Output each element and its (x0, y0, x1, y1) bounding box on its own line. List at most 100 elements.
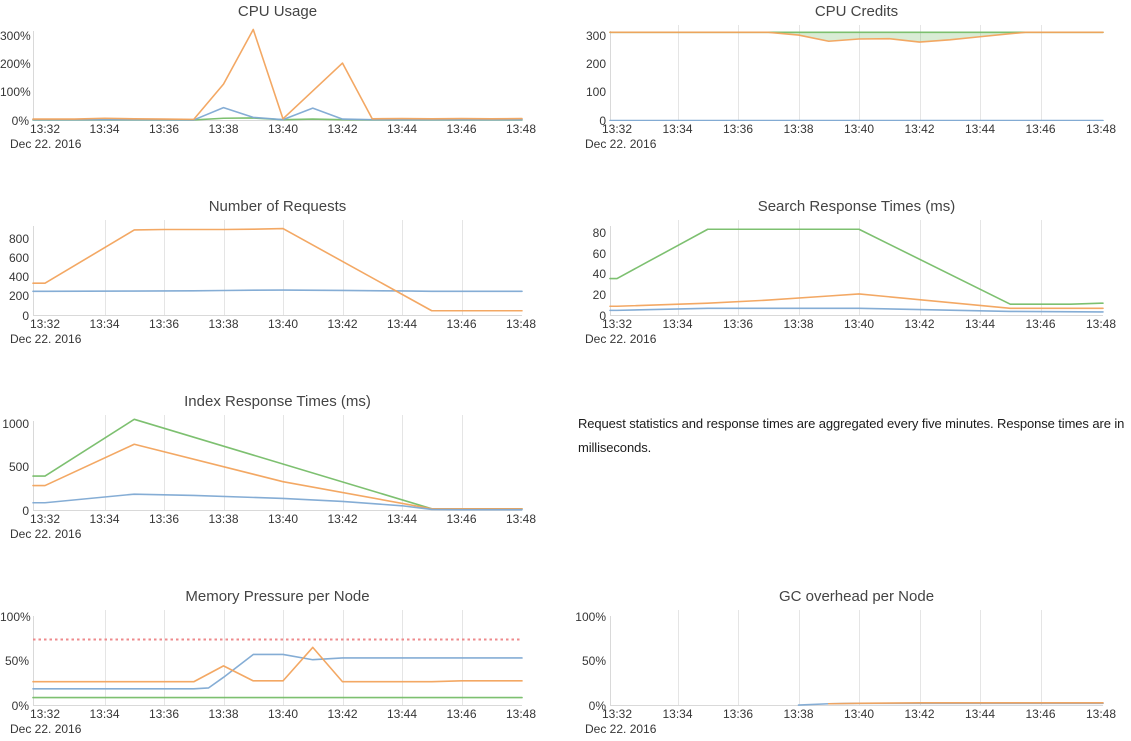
series-line-blue (32, 289, 523, 293)
chart-title: GC overhead per Node (778, 588, 935, 605)
plot-area[interactable] (565, 25, 1131, 121)
x-tick-label: 13:46 (446, 707, 477, 721)
x-tick-label: 13:48 (1085, 707, 1117, 721)
series-line-green (609, 228, 1104, 306)
x-tick-label: 13:40 (267, 317, 299, 331)
x-tick-label: 13:36 (722, 317, 754, 331)
x-tick-label: 13:40 (843, 707, 875, 721)
x-tick-label: 13:40 (843, 317, 875, 331)
x-tick-label: 13:32 (601, 317, 633, 331)
y-tick-label: 0 (22, 503, 29, 518)
date-label: Dec 22. 2016 (585, 137, 657, 151)
x-tick-label: 13:32 (601, 707, 633, 721)
x-tick-label: 13:36 (148, 317, 180, 331)
y-tick-label: 0% (588, 698, 606, 713)
date-label: Dec 22. 2016 (10, 332, 82, 346)
x-tick-label: 13:36 (722, 122, 754, 136)
date-label: Dec 22. 2016 (10, 527, 82, 541)
x-tick-label: 13:42 (904, 317, 935, 331)
plot-area[interactable] (565, 220, 1131, 316)
plot-area[interactable] (0, 610, 565, 706)
x-tick-label: 13:48 (505, 122, 537, 136)
series-line-orange (32, 443, 523, 510)
y-tick-label: 200% (0, 57, 31, 72)
x-tick-label: 13:38 (783, 317, 814, 331)
y-tick-label: 0% (11, 113, 29, 128)
x-tick-label: 13:34 (89, 707, 120, 721)
y-tick-label: 300% (0, 29, 31, 44)
y-tick-label: 400 (8, 270, 29, 285)
x-tick-label: 13:46 (1025, 707, 1056, 721)
x-tick-label: 13:46 (1025, 122, 1056, 136)
x-tick-label: 13:40 (267, 122, 299, 136)
x-tick-label: 13:42 (904, 707, 935, 721)
y-tick-label: 100% (575, 610, 606, 625)
plot-area[interactable] (565, 610, 1131, 706)
x-tick-label: 13:32 (29, 122, 61, 136)
x-tick-label: 13:36 (722, 707, 754, 721)
x-tick-label: 13:34 (89, 317, 120, 331)
x-tick-label: 13:32 (29, 707, 61, 721)
y-tick-label: 0 (599, 113, 606, 128)
series-line-orange (609, 31, 1104, 43)
x-tick-label: 13:42 (327, 512, 358, 526)
x-tick-label: 13:38 (208, 122, 239, 136)
chart-memory-pressure-per-node: Memory Pressure per Node 0% 50% 100% 13:32 13… (0, 585, 565, 741)
x-tick-label: 13:32 (29, 317, 61, 331)
x-tick-label: 13:38 (783, 122, 814, 136)
x-tick-label: 13:40 (267, 512, 299, 526)
x-tick-label: 13:44 (386, 512, 418, 526)
x-tick-label: 13:36 (148, 122, 180, 136)
plot-area[interactable] (0, 415, 565, 511)
x-tick-label: 13:42 (904, 122, 935, 136)
date-label: Dec 22. 2016 (585, 722, 657, 736)
chart-search-response-times: Search Response Times (ms) 0 20 40 60 80 13:32… (565, 195, 1131, 390)
date-label: Dec 22. 2016 (585, 332, 657, 346)
aggregation-note-text: Request statistics and response times ar… (578, 416, 1125, 455)
x-tick-label: 13:40 (843, 122, 875, 136)
x-tick-label: 13:34 (662, 122, 693, 136)
chart-title: CPU Usage (237, 3, 318, 20)
x-tick-label: 13:44 (386, 317, 418, 331)
x-tick-label: 13:38 (208, 512, 239, 526)
x-tick-label: 13:42 (327, 707, 358, 721)
x-tick-label: 13:46 (446, 317, 477, 331)
y-tick-label: 100% (0, 85, 31, 100)
y-tick-label: 800 (8, 232, 29, 247)
x-tick-label: 13:44 (964, 122, 996, 136)
x-tick-label: 13:44 (386, 707, 418, 721)
y-tick-label: 500 (8, 460, 29, 475)
plot-area[interactable] (0, 25, 565, 121)
chart-title: CPU Credits (814, 3, 899, 20)
chart-gc-overhead-per-node: GC overhead per Node 0% 50% 100% 13:32 13:34 1… (565, 585, 1131, 741)
series-line-orange (32, 28, 523, 121)
x-tick-label: 13:34 (89, 512, 120, 526)
x-tick-label: 13:48 (1085, 122, 1117, 136)
y-tick-label: 200 (585, 57, 606, 72)
y-tick-label: 1000 (2, 417, 29, 432)
chart-index-response-times: Index Response Times (ms) 0 500 1000 13:32 13… (0, 390, 565, 585)
x-tick-label: 13:48 (505, 512, 537, 526)
x-tick-label: 13:38 (208, 317, 239, 331)
y-tick-label: 60 (592, 246, 606, 261)
x-tick-label: 13:44 (964, 317, 996, 331)
y-tick-label: 80 (592, 226, 606, 241)
x-tick-label: 13:46 (446, 122, 477, 136)
plot-area[interactable] (0, 220, 565, 316)
x-tick-label: 13:48 (505, 707, 537, 721)
chart-title: Memory Pressure per Node (185, 588, 370, 605)
series-line-orange (32, 227, 523, 312)
chart-title: Index Response Times (ms) (184, 393, 371, 410)
fill-between-area (610, 32, 1103, 43)
series-line-green (32, 418, 523, 510)
x-tick-label: 13:36 (148, 512, 180, 526)
chart-number-of-requests: Number of Requests 0 200 400 600 800 13:32 13:3… (0, 195, 565, 390)
y-tick-label: 0% (11, 698, 29, 713)
date-label: Dec 22. 2016 (10, 722, 82, 736)
x-tick-label: 13:48 (1085, 317, 1117, 331)
chart-title: Search Response Times (ms) (757, 198, 956, 215)
chart-title: Number of Requests (208, 198, 347, 215)
y-tick-label: 50% (4, 654, 29, 669)
x-tick-label: 13:36 (148, 707, 180, 721)
x-tick-label: 13:46 (446, 512, 477, 526)
